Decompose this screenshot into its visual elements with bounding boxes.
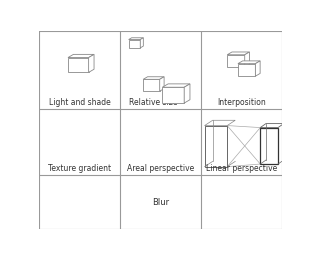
Polygon shape [143, 77, 164, 79]
Polygon shape [140, 38, 143, 48]
Polygon shape [245, 52, 249, 67]
Polygon shape [227, 52, 249, 55]
Polygon shape [238, 61, 260, 64]
Text: Light and shade: Light and shade [49, 98, 110, 107]
Polygon shape [143, 79, 160, 91]
Polygon shape [129, 40, 140, 48]
Polygon shape [129, 38, 143, 40]
Polygon shape [162, 87, 184, 103]
Text: Relative size: Relative size [129, 98, 177, 107]
Polygon shape [238, 64, 255, 76]
Text: Blur: Blur [152, 198, 169, 207]
Polygon shape [255, 61, 260, 76]
Polygon shape [260, 127, 278, 164]
Polygon shape [205, 126, 227, 167]
Polygon shape [160, 77, 164, 91]
Polygon shape [89, 54, 94, 72]
Polygon shape [227, 55, 245, 67]
Polygon shape [68, 54, 94, 58]
Text: Interposition: Interposition [217, 98, 266, 107]
Polygon shape [260, 124, 284, 127]
Polygon shape [184, 84, 190, 103]
Text: Linear perspective: Linear perspective [206, 164, 277, 173]
Polygon shape [205, 120, 235, 126]
Text: Areal perspective: Areal perspective [127, 164, 194, 173]
Polygon shape [162, 84, 190, 87]
Polygon shape [68, 58, 89, 72]
Text: Texture gradient: Texture gradient [48, 164, 111, 173]
